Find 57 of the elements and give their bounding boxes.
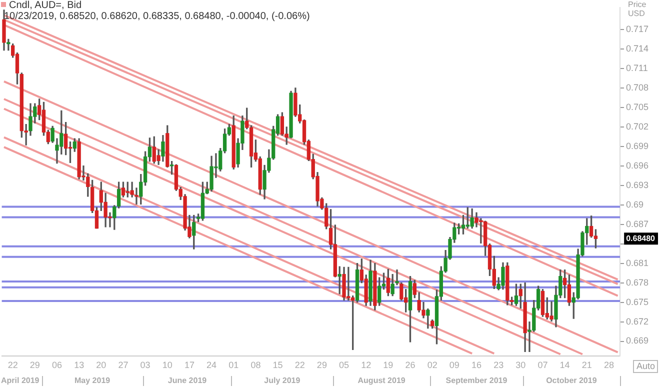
y-tick-label: 0.687 bbox=[626, 218, 649, 229]
x-tick-label: 01 bbox=[228, 360, 239, 370]
text: August 2019 bbox=[358, 376, 406, 386]
y-axis-title: Price USD bbox=[628, 0, 648, 18]
x-tick-label: 29 bbox=[30, 360, 40, 370]
x-tick-label: 29 bbox=[316, 360, 327, 370]
x-tick-label: 24 bbox=[206, 360, 217, 370]
y-tick-label: 0.693 bbox=[626, 180, 649, 190]
x-tick-label: 05 bbox=[339, 360, 350, 370]
y-tick-label: 0.681 bbox=[626, 258, 649, 268]
text: May 2019 bbox=[74, 376, 111, 386]
x-tick-label: 17 bbox=[184, 360, 194, 370]
x-tick-label: 20 bbox=[96, 360, 106, 370]
x-tick-label: 02 bbox=[427, 360, 438, 370]
y-tick-label: 0.678 bbox=[626, 277, 649, 288]
candlestick bbox=[550, 301, 554, 322]
text: July 2019 bbox=[264, 376, 301, 386]
y-tick-label: 0.711 bbox=[626, 62, 648, 73]
text: June 2019 bbox=[168, 376, 208, 386]
y-tick-label: 0.699 bbox=[626, 140, 649, 151]
y-tick-label: 0.705 bbox=[626, 102, 649, 112]
text: April 2019 bbox=[1, 376, 40, 386]
y-tick-label: 0.708 bbox=[626, 82, 649, 92]
y-tick-label: 0.717 bbox=[626, 24, 649, 34]
y-tick-label: 0.696 bbox=[626, 160, 649, 170]
y-tick-label: 0.69 bbox=[626, 199, 644, 210]
x-tick-label: 21 bbox=[582, 360, 592, 370]
y-tick-label: 0.675 bbox=[626, 296, 649, 307]
x-tick-label: 03 bbox=[140, 360, 150, 370]
x-tick-label: 12 bbox=[361, 360, 372, 370]
x-tick-label: 07 bbox=[538, 360, 548, 370]
x-tick-label: 10 bbox=[162, 360, 172, 370]
x-tick-label: 15 bbox=[272, 360, 283, 370]
chart-subtitle: 10/23/2019, 0.68520, 0.68620, 0.68335, 0.68480, -0.00040, (-0.06%) bbox=[4, 11, 310, 22]
chart-title: Cndl, AUD=, Bid bbox=[9, 0, 82, 11]
x-tick-label: 26 bbox=[405, 360, 416, 370]
x-tick-label: 19 bbox=[383, 360, 394, 370]
y-tick-label: 0.702 bbox=[626, 121, 649, 132]
x-tick-label: 22 bbox=[8, 360, 18, 370]
text: September 2019 bbox=[446, 376, 508, 386]
x-tick-label: 09 bbox=[449, 360, 460, 370]
text: Auto bbox=[633, 360, 658, 373]
x-tick-label: 06 bbox=[52, 360, 62, 370]
x-tick-label: 30 bbox=[516, 360, 526, 370]
y-tick-label: 0.672 bbox=[626, 316, 649, 326]
x-tick-label: 14 bbox=[560, 360, 570, 370]
x-tick-label: 16 bbox=[471, 360, 482, 370]
x-tick-label: 13 bbox=[74, 360, 84, 370]
x-tick-label: 23 bbox=[494, 360, 504, 370]
text: 0.68480 bbox=[626, 234, 656, 243]
text: October 2019 bbox=[546, 376, 598, 386]
x-tick-label: 08 bbox=[250, 360, 261, 370]
y-tick-label: 0.669 bbox=[626, 336, 649, 346]
x-tick-label: 27 bbox=[118, 360, 128, 370]
y-tick-label: 0.714 bbox=[626, 43, 649, 54]
x-tick-label: 28 bbox=[604, 360, 614, 370]
x-tick-label: 22 bbox=[294, 360, 305, 370]
